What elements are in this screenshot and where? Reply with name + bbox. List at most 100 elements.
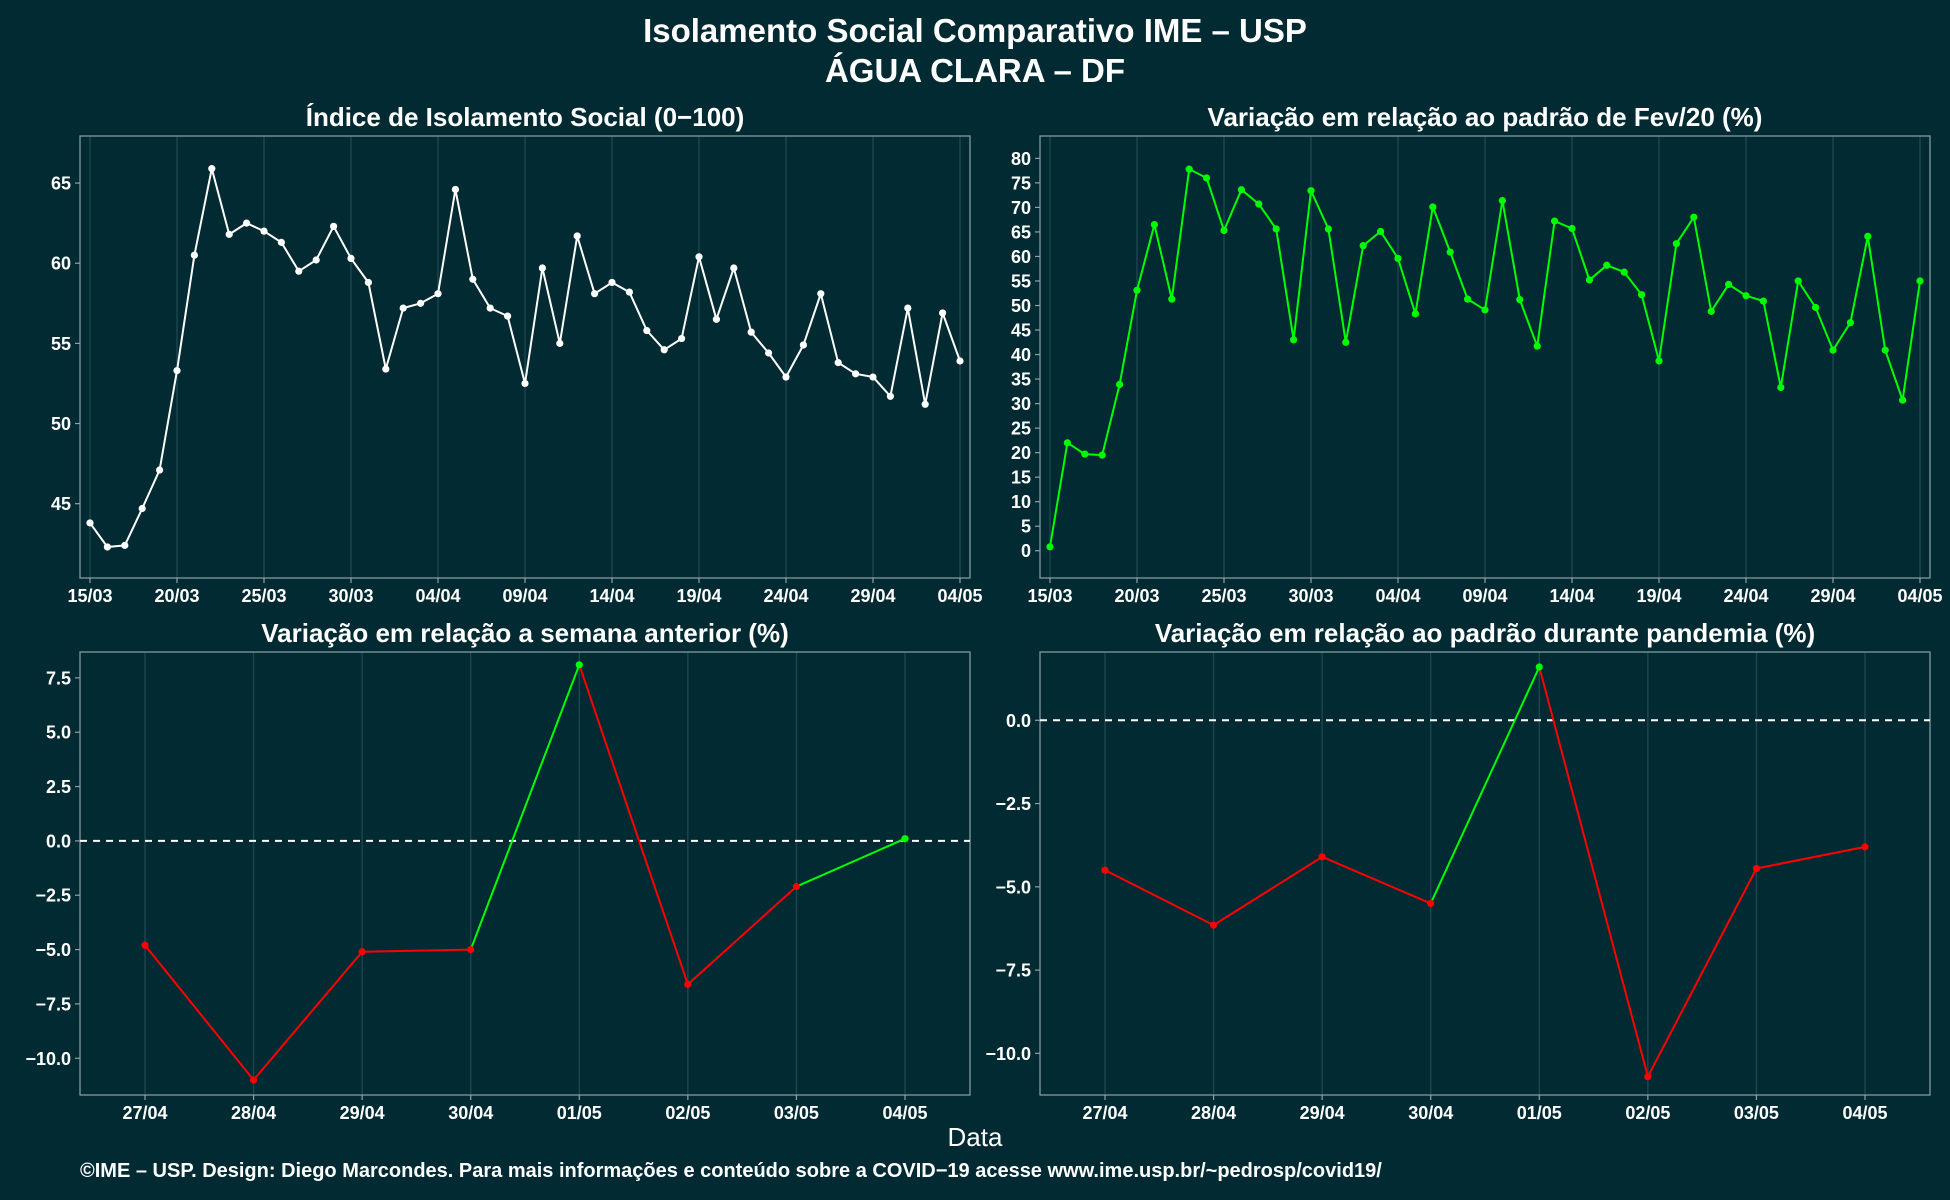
data-point	[1777, 383, 1785, 392]
data-point	[1644, 1073, 1652, 1081]
x-tick-label: 27/04	[1082, 1103, 1127, 1123]
x-tick-label: 04/05	[1842, 1103, 1887, 1123]
data-point	[330, 222, 338, 230]
data-point	[103, 543, 111, 551]
data-point	[1098, 451, 1106, 459]
data-point	[1046, 543, 1054, 551]
data-point	[901, 835, 909, 843]
plot-border	[79, 651, 971, 1096]
y-tick-label: 0.0	[46, 831, 71, 851]
y-tick-label: 15	[1011, 468, 1031, 488]
series-segment	[252, 951, 363, 1081]
data-point	[225, 230, 233, 238]
data-point	[556, 339, 564, 347]
series-segment	[362, 948, 471, 953]
x-tick-label: 04/04	[1375, 586, 1420, 606]
data-point	[260, 227, 268, 235]
data-point	[1672, 240, 1680, 248]
x-tick-label: 15/03	[67, 586, 112, 606]
data-point	[1318, 853, 1326, 861]
y-tick-label: 60	[1011, 247, 1031, 267]
y-tick-label: 50	[51, 414, 71, 434]
y-tick-label: −10.0	[985, 1044, 1031, 1064]
data-point	[521, 379, 529, 388]
x-tick-label: 25/03	[241, 586, 286, 606]
data-point	[504, 312, 512, 320]
x-axis-title: Data	[947, 1122, 1003, 1152]
x-tick-label: 29/04	[1810, 586, 1855, 606]
y-tick-label: 65	[51, 174, 71, 194]
chart-title: Índice de Isolamento Social (0−100)	[306, 102, 745, 132]
chart-title: Variação em relação ao padrão de Fev/20 …	[1208, 102, 1763, 132]
data-point	[1481, 306, 1489, 314]
data-point	[1794, 277, 1802, 285]
x-tick-label: 04/04	[415, 586, 460, 606]
data-point	[1324, 225, 1332, 233]
data-point	[1290, 336, 1298, 344]
data-point	[660, 346, 668, 354]
series-segment	[1646, 868, 1758, 1078]
y-tick-label: 80	[1011, 149, 1031, 169]
data-point	[358, 948, 366, 956]
series-segment	[1756, 845, 1866, 870]
y-tick-label: 10	[1011, 492, 1031, 512]
x-tick-label: 09/04	[502, 586, 547, 606]
data-point	[643, 326, 651, 335]
data-point	[121, 541, 129, 549]
data-point	[956, 357, 964, 365]
data-point	[1846, 319, 1854, 327]
main-subtitle: ÁGUA CLARA – DF	[824, 52, 1126, 89]
data-point	[1150, 220, 1158, 229]
data-point	[434, 290, 442, 298]
data-point	[1864, 232, 1872, 240]
data-point	[417, 299, 425, 307]
data-point	[249, 1076, 258, 1084]
data-point	[939, 309, 947, 317]
y-tick-label: 40	[1011, 345, 1031, 365]
data-point	[1411, 310, 1419, 318]
chart-variacao-pandemia: Variação em relação ao padrão durante pa…	[985, 618, 1931, 1123]
data-point	[1427, 899, 1435, 908]
series-segment	[1213, 856, 1323, 926]
data-point	[730, 264, 738, 272]
data-point	[1690, 213, 1698, 221]
x-tick-label: 24/04	[1723, 586, 1768, 606]
x-tick-label: 29/04	[850, 586, 895, 606]
data-point	[1829, 346, 1837, 354]
data-point	[1725, 280, 1733, 289]
data-point	[538, 264, 547, 272]
data-point	[1394, 254, 1402, 263]
main-title: Isolamento Social Comparativo IME – USP	[643, 12, 1307, 49]
data-point	[1209, 921, 1218, 929]
y-tick-label: 45	[51, 494, 71, 514]
data-point	[1603, 261, 1611, 269]
x-tick-label: 15/03	[1027, 586, 1072, 606]
x-tick-label: 29/04	[1300, 1103, 1345, 1123]
data-point	[1255, 200, 1263, 208]
data-point	[399, 304, 407, 312]
data-point	[765, 349, 773, 357]
chart-variacao-fev20: Variação em relação ao padrão de Fev/20 …	[1011, 102, 1943, 606]
data-point	[1359, 242, 1367, 250]
y-tick-label: 5	[1021, 517, 1031, 537]
data-point	[575, 661, 583, 669]
x-tick-label: 19/04	[676, 586, 721, 606]
data-point	[173, 367, 181, 375]
data-point	[834, 359, 842, 367]
series-segment	[687, 885, 798, 986]
data-point	[1377, 227, 1385, 236]
y-tick-label: −10.0	[25, 1049, 71, 1069]
data-point	[1568, 224, 1576, 233]
series-segment	[796, 837, 906, 888]
data-point	[1116, 380, 1124, 389]
series-segment	[1321, 855, 1432, 905]
data-point	[1081, 450, 1089, 458]
data-point	[382, 365, 390, 373]
x-tick-label: 14/04	[1549, 586, 1594, 606]
data-point	[869, 373, 877, 381]
series-segment	[1104, 869, 1215, 927]
data-point	[1101, 866, 1109, 874]
data-point	[1899, 396, 1907, 404]
y-tick-label: −7.5	[35, 994, 71, 1014]
